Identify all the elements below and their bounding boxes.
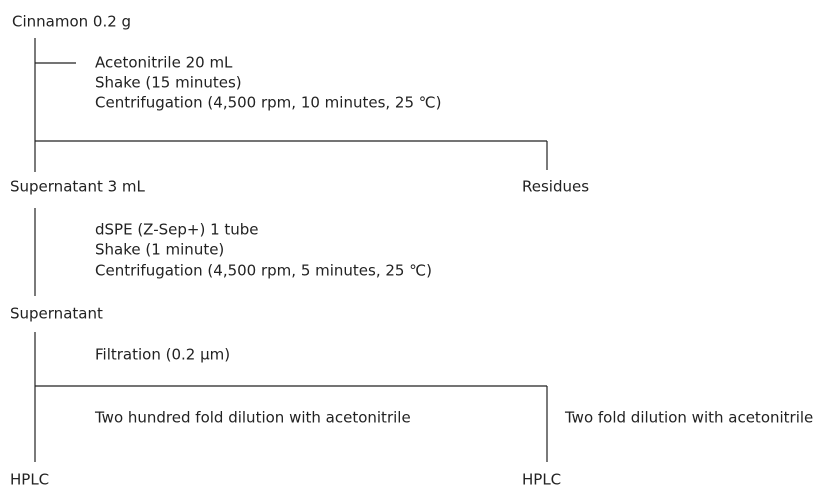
- step-text: Two fold dilution with acetonitrile: [564, 409, 813, 427]
- node-label: HPLC: [522, 471, 561, 489]
- node-label: Supernatant 3 mL: [10, 178, 146, 196]
- step-text: Shake (15 minutes): [95, 74, 242, 92]
- node-label: Cinnamon 0.2 g: [12, 13, 131, 31]
- step-text: dSPE (Z-Sep+) 1 tube: [95, 221, 259, 239]
- step-text: Two hundred fold dilution with acetonitr…: [94, 409, 411, 427]
- step-text: Filtration (0.2 μm): [95, 346, 230, 364]
- node-label: Residues: [522, 178, 589, 196]
- node-label: Supernatant: [10, 305, 103, 323]
- step-text: Shake (1 minute): [95, 241, 224, 259]
- node-label: HPLC: [10, 471, 49, 489]
- step-text: Centrifugation (4,500 rpm, 5 minutes, 25…: [95, 262, 432, 280]
- step-text: Centrifugation (4,500 rpm, 10 minutes, 2…: [95, 94, 442, 112]
- step-text: Acetonitrile 20 mL: [95, 54, 233, 72]
